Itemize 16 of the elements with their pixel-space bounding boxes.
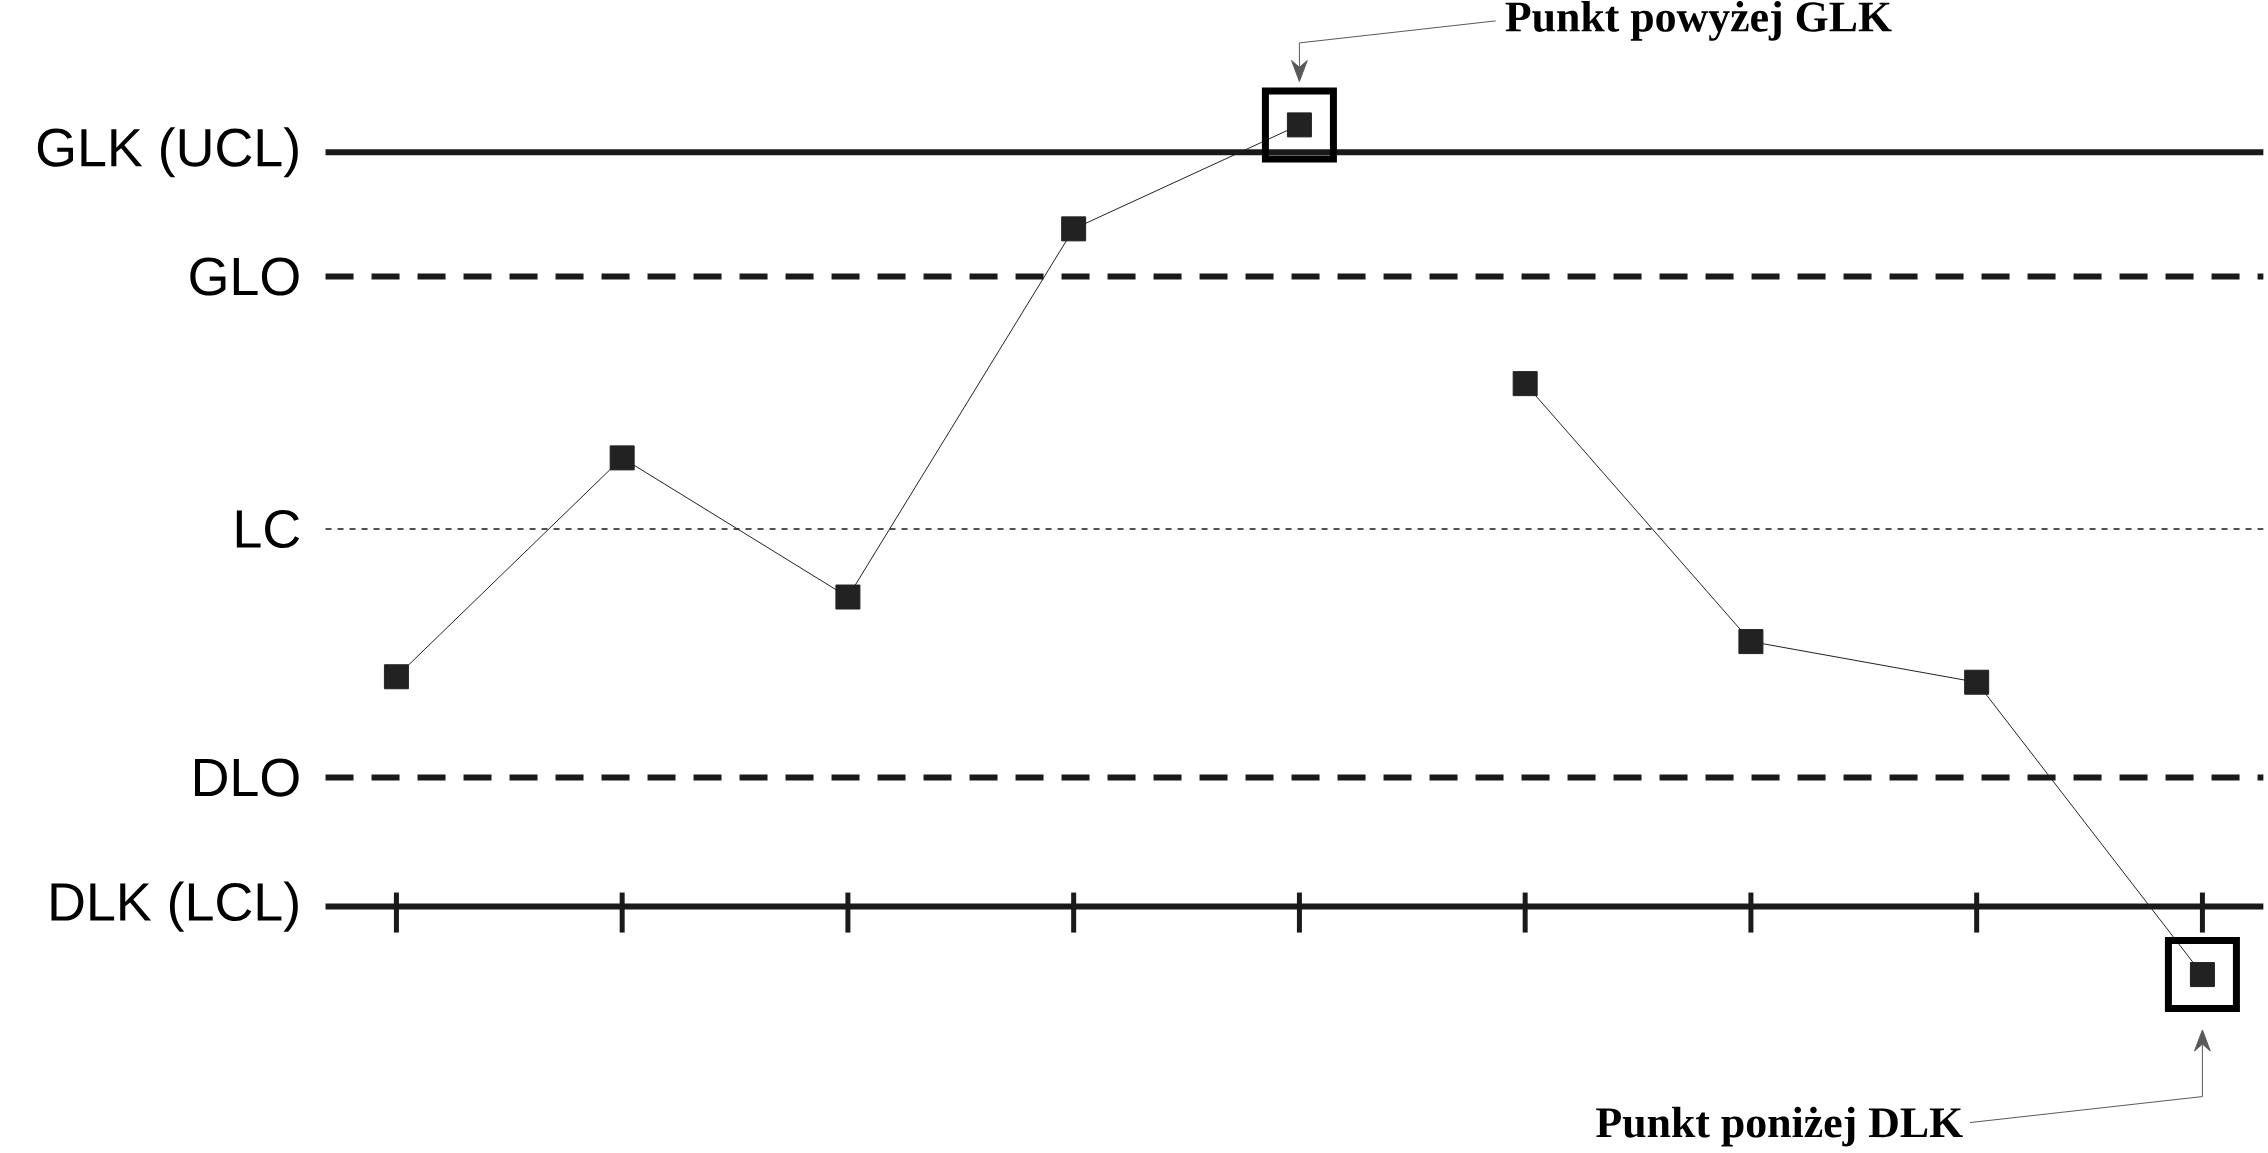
point	[383, 664, 409, 690]
point	[1964, 669, 1990, 695]
point	[835, 584, 861, 610]
point	[1286, 112, 1312, 138]
ref-line-label: GLK (UCL)	[37, 127, 298, 178]
point	[609, 445, 635, 471]
point	[2189, 962, 2215, 988]
ref-line-label: GLO	[190, 257, 299, 296]
point	[1061, 216, 1087, 242]
ref-line-label: DLO	[194, 758, 299, 797]
text: Punkt poniżej DLK	[1596, 1106, 1963, 1147]
text: Punkt powyżej GLK	[1505, 0, 1892, 41]
point	[1738, 629, 1764, 655]
ref-line-label: LC	[236, 509, 300, 549]
ref-line-label: DLK (LCL)	[51, 881, 298, 932]
point	[1512, 371, 1538, 397]
